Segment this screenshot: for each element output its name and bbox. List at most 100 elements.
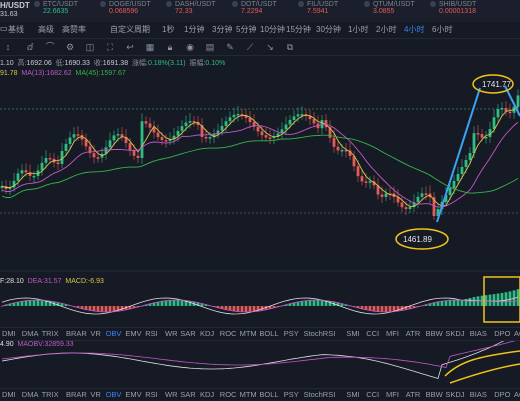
timeframe-14[interactable]: 6小时 bbox=[432, 25, 453, 34]
chart-type-icon[interactable]: ▭ bbox=[0, 24, 8, 33]
timeframe-9[interactable]: 15分钟 bbox=[286, 25, 311, 34]
indicator-tab-wr[interactable]: WR bbox=[165, 329, 178, 338]
timeframe-7[interactable]: 5分钟 bbox=[236, 25, 257, 34]
draw-icon[interactable]: ⌒ bbox=[45, 42, 55, 52]
indicator-tab-atr[interactable]: ATR bbox=[405, 329, 421, 338]
ticker-item[interactable]: SHIB/USDT 0.00001318 bbox=[430, 1, 496, 21]
indicator-tab-roc[interactable]: ROC bbox=[219, 329, 237, 338]
bottom-indicator-tab-wr[interactable]: WR bbox=[165, 390, 178, 399]
bottom-indicator-tab-dma[interactable]: DMA bbox=[21, 390, 39, 399]
indicator-tab-stochrsi[interactable]: StochRSI bbox=[303, 329, 336, 338]
macd-value: -6.93 bbox=[87, 278, 104, 285]
bottom-indicator-tab-bias[interactable]: BIAS bbox=[469, 390, 487, 399]
text-icon[interactable]: ⧉ bbox=[286, 42, 294, 52]
timeframe-10[interactable]: 30分钟 bbox=[316, 25, 341, 34]
bottom-indicator-tab-ao[interactable]: AO bbox=[514, 390, 520, 399]
bottom-indicator-tab-dmi[interactable]: DMI bbox=[2, 390, 16, 399]
bottom-indicator-tab-bbw[interactable]: BBW bbox=[425, 390, 443, 399]
timeframe-3[interactable]: 自定义周期 bbox=[110, 25, 150, 34]
undo-icon[interactable]: ↩ bbox=[126, 42, 134, 52]
bottom-indicator-tab-rsi[interactable]: RSI bbox=[145, 390, 158, 399]
indicator-tab-dma[interactable]: DMA bbox=[21, 329, 39, 338]
bottom-indicator-tab-smi[interactable]: SMI bbox=[346, 390, 360, 399]
ticker-item[interactable]: QTUM/USDT 3.0855 bbox=[364, 1, 430, 21]
bottom-indicator-tab-stochrsi[interactable]: StochRSI bbox=[303, 390, 336, 399]
bottom-indicator-tab-mfi[interactable]: MFI bbox=[386, 390, 399, 399]
macd-dea-label: DEA: bbox=[27, 278, 44, 285]
indicator-tab-cci[interactable]: CCI bbox=[366, 329, 380, 338]
bottom-indicator-tab-skdj[interactable]: SKDJ bbox=[445, 390, 465, 399]
timeframe-8[interactable]: 10分钟 bbox=[260, 25, 285, 34]
timeframe-6[interactable]: 3分钟 bbox=[212, 25, 233, 34]
bottom-indicator-tab-kdj[interactable]: KDJ bbox=[200, 390, 215, 399]
indicator-tab-rsi[interactable]: RSI bbox=[145, 329, 158, 338]
indicator-tab-emv[interactable]: EMV bbox=[125, 329, 142, 338]
indicator-tab-dmi[interactable]: DMI bbox=[2, 329, 16, 338]
bottom-indicator-tab-trix[interactable]: TRIX bbox=[41, 390, 59, 399]
candle bbox=[420, 193, 424, 197]
timeframe-13[interactable]: 4小时 bbox=[404, 25, 425, 34]
timeframe-5[interactable]: 1分钟 bbox=[184, 25, 205, 34]
camera-icon[interactable]: ◫ bbox=[85, 42, 95, 52]
indicator-tab-ao[interactable]: AO bbox=[514, 329, 520, 338]
bottom-indicator-tab-vr[interactable]: VR bbox=[90, 390, 101, 399]
ticker-item[interactable]: FIL/USDT 7.5941 bbox=[298, 1, 364, 21]
bottom-indicator-tab-brar[interactable]: BRAR bbox=[66, 390, 87, 399]
bottom-indicator-tab-dpo[interactable]: DPO bbox=[494, 390, 511, 399]
timeframe-12[interactable]: 2小时 bbox=[376, 25, 397, 34]
macd-bar bbox=[216, 306, 220, 308]
indicator-tab-dpo[interactable]: DPO bbox=[494, 329, 511, 338]
indicator-tab-obv[interactable]: OBV bbox=[105, 329, 122, 338]
settings-icon[interactable]: ⚙ bbox=[65, 42, 75, 52]
bottom-indicator-tab-obv[interactable]: OBV bbox=[105, 390, 122, 399]
indicator-tab-mtm[interactable]: MTM bbox=[239, 329, 257, 338]
indicator-tab-kdj[interactable]: KDJ bbox=[200, 329, 215, 338]
candle bbox=[232, 114, 236, 118]
bottom-indicator-tab-cci[interactable]: CCI bbox=[366, 390, 380, 399]
indicator-tab-smi[interactable]: SMI bbox=[346, 329, 360, 338]
macd-bar bbox=[36, 300, 40, 306]
candle bbox=[208, 137, 212, 139]
indicator-tab-mfi[interactable]: MFI bbox=[386, 329, 399, 338]
indicator-tab-skdj[interactable]: SKDJ bbox=[445, 329, 465, 338]
pointer-icon[interactable]: ↕ bbox=[5, 42, 11, 52]
indicator-tab-boll[interactable]: BOLL bbox=[259, 329, 279, 338]
candle bbox=[292, 116, 296, 120]
bottom-indicator-tab-emv[interactable]: EMV bbox=[125, 390, 142, 399]
ruler-icon[interactable]: ↘ bbox=[266, 42, 274, 52]
indicator-tab-psy[interactable]: PSY bbox=[283, 329, 299, 338]
layers-icon[interactable]: ▦ bbox=[145, 42, 155, 52]
bottom-indicator-tab-boll[interactable]: BOLL bbox=[259, 390, 279, 399]
pen-icon[interactable]: ✎ bbox=[226, 42, 234, 52]
trend-icon[interactable]: ⟋ bbox=[246, 42, 254, 52]
indicator-tab-bias[interactable]: BIAS bbox=[469, 329, 487, 338]
ticker-item[interactable]: DOGE/USDT 0.068596 bbox=[100, 1, 166, 21]
timeframe-2[interactable]: 高赞率 bbox=[62, 25, 86, 34]
trend-line bbox=[436, 87, 481, 223]
chart-area[interactable]: 1741.77 1461.89 bbox=[0, 56, 520, 386]
indicator-tab-bbw[interactable]: BBW bbox=[425, 329, 443, 338]
indicator-tab-brar[interactable]: BRAR bbox=[66, 329, 87, 338]
lock-icon[interactable]: 🔒︎ bbox=[167, 42, 173, 52]
indicator-icon[interactable]: ⅆ bbox=[26, 42, 34, 52]
eye-icon[interactable]: ◉ bbox=[186, 42, 194, 52]
ticker-item[interactable]: ETC/USDT 22.6635 bbox=[34, 1, 100, 21]
timeframe-0[interactable]: 基线 bbox=[8, 25, 24, 34]
ticker-item[interactable]: DASH/USDT 72.33 bbox=[166, 1, 232, 21]
calendar-icon[interactable]: ▤ bbox=[205, 42, 215, 52]
indicator-tab-vr[interactable]: VR bbox=[90, 329, 101, 338]
timeframe-1[interactable]: 高级 bbox=[38, 25, 54, 34]
timeframe-4[interactable]: 1秒 bbox=[162, 25, 175, 34]
high-annotation-circle bbox=[472, 74, 514, 94]
ticker-item[interactable]: DOT/USDT 7.2294 bbox=[232, 1, 298, 21]
bottom-indicator-tab-roc[interactable]: ROC bbox=[219, 390, 237, 399]
bottom-indicator-tab-psy[interactable]: PSY bbox=[283, 390, 299, 399]
fullscreen-icon[interactable]: ⛶ bbox=[106, 42, 114, 52]
bottom-indicator-tab-sar[interactable]: SAR bbox=[180, 390, 196, 399]
bottom-indicator-tab-atr[interactable]: ATR bbox=[405, 390, 421, 399]
indicator-tab-sar[interactable]: SAR bbox=[180, 329, 196, 338]
indicator-tab-trix[interactable]: TRIX bbox=[41, 329, 59, 338]
candle bbox=[300, 114, 304, 116]
bottom-indicator-tab-mtm[interactable]: MTM bbox=[239, 390, 257, 399]
timeframe-11[interactable]: 1小时 bbox=[348, 25, 369, 34]
